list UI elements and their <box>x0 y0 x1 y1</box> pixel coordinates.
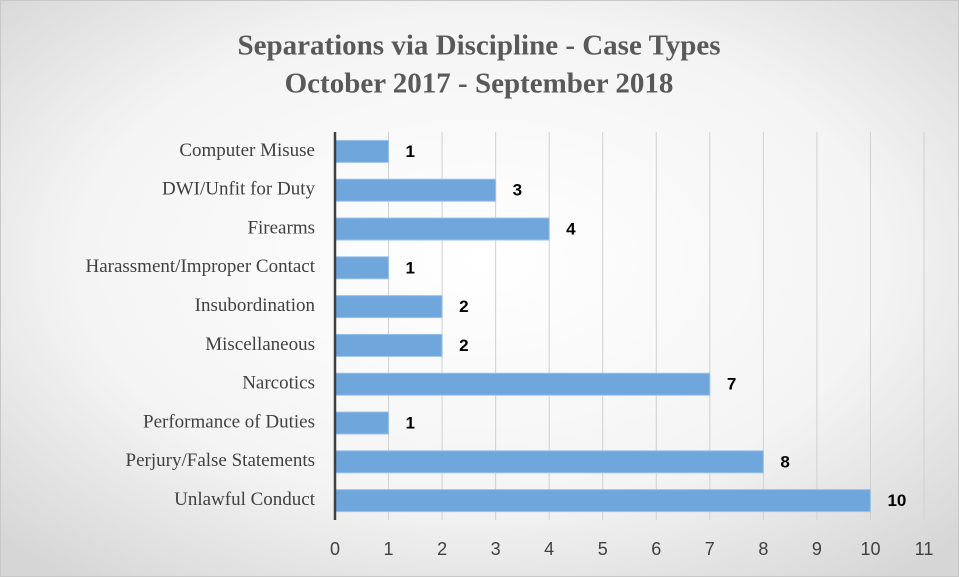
x-tick-label: 5 <box>598 539 608 559</box>
data-label: 1 <box>406 258 415 277</box>
bar <box>334 411 390 435</box>
bar <box>334 450 764 474</box>
bar <box>334 295 443 319</box>
bar <box>334 139 390 163</box>
x-tick-label: 0 <box>330 539 340 559</box>
x-tick-label: 6 <box>651 539 661 559</box>
chart-subtitle: October 2017 - September 2018 <box>285 68 674 100</box>
x-tick-label: 1 <box>384 539 394 559</box>
data-label: 4 <box>566 219 576 238</box>
data-label: 3 <box>513 181 522 200</box>
bar <box>334 333 443 357</box>
y-tick-label: Unlawful Conduct <box>174 489 316 510</box>
y-tick-label: Computer Misuse <box>179 140 315 161</box>
y-tick-label: DWI/Unfit for Duty <box>162 179 316 200</box>
y-tick-label: Miscellaneous <box>205 334 315 355</box>
x-tick-label: 11 <box>915 539 934 559</box>
data-label: 10 <box>887 491 906 510</box>
data-label: 2 <box>459 297 468 316</box>
y-tick-label: Firearms <box>247 217 315 238</box>
bar <box>334 217 550 241</box>
x-tick-label: 7 <box>705 539 715 559</box>
data-label: 7 <box>727 375 736 394</box>
x-tick-label: 10 <box>860 539 880 559</box>
x-tick-label: 2 <box>437 539 447 559</box>
bar <box>334 372 711 396</box>
data-label: 1 <box>406 142 415 161</box>
x-tick-label: 8 <box>758 539 768 559</box>
data-label: 2 <box>459 336 468 355</box>
bar <box>334 489 871 513</box>
x-tick-label: 3 <box>491 539 501 559</box>
y-tick-label: Harassment/Improper Contact <box>85 256 315 277</box>
y-tick-label: Perjury/False Statements <box>126 450 315 471</box>
x-tick-label: 9 <box>812 539 822 559</box>
chart-title: Separations via Discipline - Case Types <box>237 30 720 62</box>
data-label: 1 <box>406 413 415 432</box>
x-tick-label: 4 <box>544 539 554 559</box>
y-tick-label: Insubordination <box>195 295 316 316</box>
data-label: 8 <box>780 452 789 471</box>
bar <box>334 256 390 280</box>
y-tick-label: Narcotics <box>242 373 315 394</box>
bar <box>334 178 497 202</box>
y-tick-label: Performance of Duties <box>143 411 315 432</box>
